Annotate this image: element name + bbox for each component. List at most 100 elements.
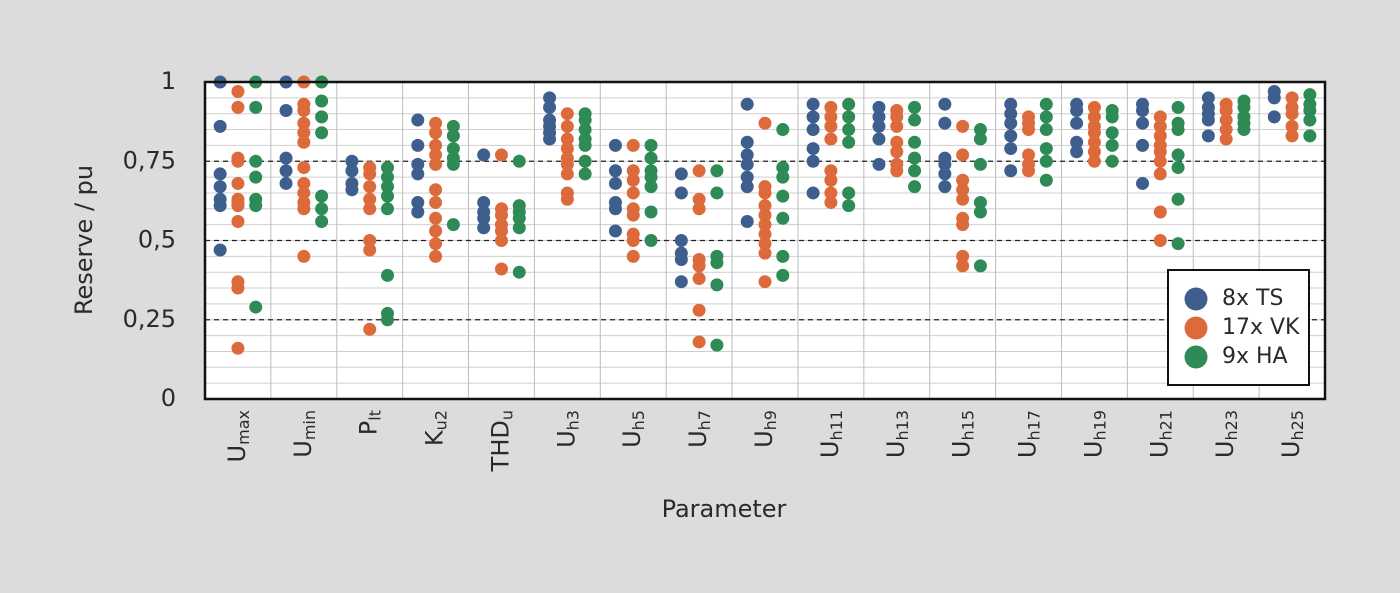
dot: [758, 227, 772, 241]
legend-swatch: [1184, 316, 1208, 340]
x-tick-label-base: U: [618, 430, 646, 448]
dot: [477, 221, 491, 235]
dot: [315, 202, 329, 216]
x-tick-label: Uh25: [1277, 410, 1307, 458]
dot: [1022, 123, 1036, 137]
dot: [842, 186, 856, 200]
dot: [231, 214, 245, 228]
dot: [1285, 107, 1299, 121]
dot: [1136, 176, 1150, 190]
dot: [776, 268, 790, 282]
dot: [1153, 145, 1167, 159]
dot: [560, 107, 574, 121]
x-tick-label: Uh21: [1145, 410, 1175, 458]
x-tick-label-base: K: [421, 429, 449, 446]
dot: [345, 164, 359, 178]
plot-frame: [203, 80, 1327, 401]
dot: [429, 116, 443, 130]
dot: [1105, 154, 1119, 168]
dot: [1171, 123, 1185, 137]
dot: [1039, 97, 1053, 111]
dot: [1004, 97, 1018, 111]
dot: [644, 151, 658, 165]
dot: [477, 148, 491, 162]
dot: [543, 91, 557, 105]
x-tick-label-base: U: [552, 430, 580, 448]
x-tick-label-sub: h3: [563, 410, 582, 430]
dot: [973, 205, 987, 219]
dot: [512, 221, 526, 235]
dot: [644, 138, 658, 152]
dot: [626, 249, 640, 263]
dot: [740, 170, 754, 184]
dot: [315, 214, 329, 228]
dot: [740, 214, 754, 228]
dot: [446, 142, 460, 156]
dot: [345, 154, 359, 168]
dot: [710, 164, 724, 178]
dot: [1153, 154, 1167, 168]
dot: [429, 237, 443, 251]
dot: [692, 259, 706, 273]
dot: [973, 195, 987, 209]
x-tick-label-base: THD: [486, 420, 514, 472]
dot: [494, 234, 508, 247]
dot: [578, 154, 592, 168]
dot: [956, 119, 970, 133]
dot: [477, 211, 491, 225]
dot: [1171, 100, 1185, 114]
y-tick-label: 0,25: [123, 305, 176, 333]
dot: [842, 97, 856, 111]
x-tick-label-base: U: [1277, 441, 1305, 459]
dot: [1087, 135, 1101, 149]
x-tick-label-base: P: [355, 421, 383, 435]
dot: [740, 157, 754, 171]
dot: [249, 100, 263, 114]
dot: [1087, 126, 1101, 140]
dot: [1004, 107, 1018, 121]
dot: [297, 202, 311, 216]
x-tick-label-sub: h17: [1024, 410, 1043, 441]
dot: [710, 256, 724, 270]
x-tick-label: Uh3: [552, 410, 582, 448]
legend-label: 17x VK: [1222, 315, 1300, 340]
dot: [1004, 129, 1018, 143]
dot: [776, 249, 790, 263]
dot: [231, 100, 245, 114]
dot: [1105, 110, 1119, 124]
dot: [1153, 110, 1167, 124]
dot: [938, 167, 952, 181]
x-tick-label-sub: h7: [695, 410, 714, 430]
dot: [956, 192, 970, 206]
x-tick-label-base: U: [882, 441, 910, 459]
x-tick-label-base: U: [948, 441, 976, 459]
x-tick-label: Uh7: [684, 410, 714, 448]
dot: [231, 281, 245, 295]
dot: [429, 195, 443, 209]
x-tick-label-sub: h21: [1156, 410, 1175, 441]
dot: [692, 303, 706, 317]
dot: [776, 189, 790, 203]
dot: [429, 148, 443, 162]
dot: [626, 164, 640, 178]
dot: [626, 186, 640, 200]
x-tick-label-sub: h25: [1288, 410, 1307, 441]
dot: [1039, 123, 1053, 137]
dot: [380, 180, 394, 194]
dot: [363, 202, 377, 216]
dot: [1201, 129, 1215, 143]
dot: [279, 104, 293, 118]
dot: [297, 186, 311, 200]
dot: [938, 116, 952, 130]
dot: [1267, 91, 1281, 105]
dot: [806, 110, 820, 124]
x-tick-label-sub: h13: [892, 410, 911, 441]
dot: [758, 199, 772, 213]
dot: [776, 170, 790, 184]
dot: [315, 94, 329, 108]
dot: [824, 164, 838, 178]
dot: [842, 123, 856, 137]
dot: [758, 208, 772, 222]
x-tick-label-sub: h23: [1222, 410, 1241, 441]
dot: [446, 129, 460, 143]
